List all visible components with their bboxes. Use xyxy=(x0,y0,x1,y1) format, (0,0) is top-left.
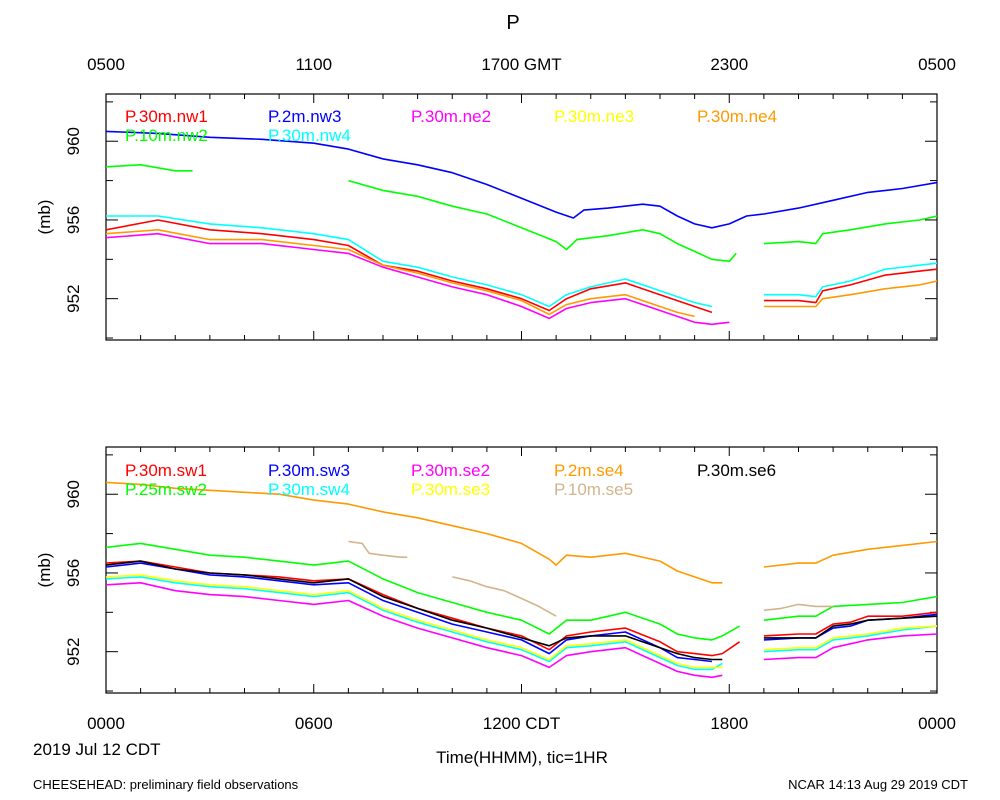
series-line-P-30m-nw4 xyxy=(106,215,713,308)
x-axis-label: Time(HHMM), tic=1HR xyxy=(436,748,608,767)
top-tick-label: 1700 GMT xyxy=(481,55,561,74)
footer-left: CHEESEHEAD: preliminary field observatio… xyxy=(33,777,299,792)
series-line-P-10m-nw2 xyxy=(106,164,193,172)
series-line-P-30m-ne4 xyxy=(106,229,695,318)
series-line-P-30m-se3 xyxy=(106,574,723,669)
legend-P-30m-ne4: P.30m.ne4 xyxy=(697,107,777,126)
top-tick-labels: 0500 1100 1700 GMT 2300 0500 xyxy=(87,55,956,74)
top-tick-label: 2300 xyxy=(710,55,748,74)
legend-P-10m-nw2: P.10m.nw2 xyxy=(125,126,208,145)
legend-P-30m-ne2: P.30m.ne2 xyxy=(411,107,491,126)
legend-P-30m-ne3: P.30m.ne3 xyxy=(554,107,634,126)
series-line-P-30m-nw4 xyxy=(763,262,937,298)
series-line-P-30m-sw4 xyxy=(106,576,723,671)
series-line-P-30m-se2 xyxy=(106,582,723,679)
series-lines xyxy=(106,130,937,326)
legend-P-30m-sw1: P.30m.sw1 xyxy=(125,461,207,480)
series-line-P-30m-nw1 xyxy=(106,219,713,314)
legend-P-30m-nw4: P.30m.nw4 xyxy=(268,126,351,145)
footer-right: NCAR 14:13 Aug 29 2019 CDT xyxy=(788,777,968,792)
series-line-P-10m-se5 xyxy=(763,603,834,612)
plot-frame xyxy=(105,93,938,341)
series-line-P-30m-nw1 xyxy=(763,268,937,304)
legend-P-30m-se3: P.30m.se3 xyxy=(411,480,490,499)
legend-P-2m-se4: P.2m.se4 xyxy=(554,461,624,480)
legend-P-30m-se6: P.30m.se6 xyxy=(697,461,776,480)
series-line-P-30m-sw4 xyxy=(763,625,937,653)
series-line-P-10m-se5 xyxy=(348,540,408,558)
top-tick-label: 0500 xyxy=(87,55,125,74)
series-line-P-30m-sw1 xyxy=(763,611,937,637)
series-line-P-25m-sw2 xyxy=(106,542,740,641)
series-line-P-30m-se6 xyxy=(106,560,723,661)
series-line-P-10m-se5 xyxy=(452,576,557,617)
series-line-P-30m-se6 xyxy=(763,615,937,639)
y-tick-label: 952 xyxy=(64,637,83,665)
lower-panel: 952 956 960 (mb) P.30m.sw1 P.30m.sw3 P.30m.se2… xyxy=(35,446,938,694)
legend-P-30m-se2: P.30m.se2 xyxy=(411,461,490,480)
y-tick-label: 952 xyxy=(64,284,83,312)
bottom-tick-labels: 0000 0600 1200 CDT 1800 0000 xyxy=(87,714,956,733)
top-tick-label: 0500 xyxy=(918,55,956,74)
y-tick-label: 960 xyxy=(64,480,83,508)
bottom-tick-label: 1200 CDT xyxy=(483,714,560,733)
legend-P-30m-sw3: P.30m.sw3 xyxy=(268,461,350,480)
series-line-P-30m-sw3 xyxy=(106,562,712,663)
legend-P-10m-se5: P.10m.se5 xyxy=(554,480,633,499)
series-line-P-10m-nw2 xyxy=(763,215,937,245)
series-line-P-30m-ne2 xyxy=(106,232,730,326)
bottom-tick-label: 1800 xyxy=(710,714,748,733)
top-tick-label: 1100 xyxy=(295,55,332,74)
y-axis-label: (mb) xyxy=(35,553,54,588)
series-line-P-2m-nw3 xyxy=(106,130,937,229)
y-tick-label: 956 xyxy=(64,559,83,587)
upper-panel: 952 956 960 (mb) P.30m.nw1 P.2m.nw3 P.30m.ne2 P… xyxy=(35,93,938,341)
legend-P-2m-nw3: P.2m.nw3 xyxy=(268,107,341,126)
series-line-P-30m-se3 xyxy=(763,625,937,651)
series-line-P-10m-nw2 xyxy=(348,179,737,263)
bottom-tick-label: 0000 xyxy=(87,714,125,733)
y-axis-label: (mb) xyxy=(35,200,54,235)
date-label: 2019 Jul 12 CDT xyxy=(33,740,161,759)
figure-title: P xyxy=(506,12,519,34)
legend-P-25m-sw2: P.25m.sw2 xyxy=(125,480,207,499)
legend-P-30m-nw1: P.30m.nw1 xyxy=(125,107,208,126)
legend-P-30m-sw4: P.30m.sw4 xyxy=(268,480,350,499)
bottom-tick-label: 0000 xyxy=(918,714,956,733)
bottom-tick-label: 0600 xyxy=(295,714,333,733)
series-line-P-2m-se4 xyxy=(763,540,937,568)
series-line-P-2m-se4 xyxy=(106,481,723,584)
y-tick-label: 956 xyxy=(64,206,83,234)
y-tick-label: 960 xyxy=(64,127,83,155)
series-lines xyxy=(106,481,937,679)
series-line-P-30m-se2 xyxy=(763,633,937,661)
series-line-P-30m-ne4 xyxy=(763,280,937,308)
